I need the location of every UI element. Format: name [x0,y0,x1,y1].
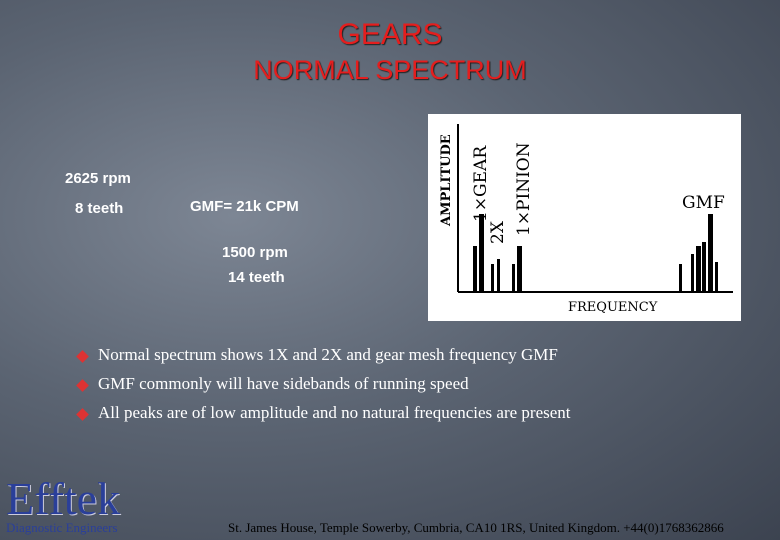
bullet-marker [76,408,89,421]
axis-label: AMPLITUDE [439,134,454,227]
spectrum-diagram: AMPLITUDE 1×GEAR 2X 1×PINION GMF FREQUEN… [428,114,741,321]
peak-label: GMF [682,193,725,213]
bullet-marker [76,379,89,392]
peaks [473,214,718,292]
peak-label: 1×GEAR [471,145,491,222]
title: GEARS [337,18,443,51]
logo-tagline: Diagnostic Engineers [6,520,118,535]
note: 2625 rpm [65,170,131,187]
subtitle: NORMAL SPECTRUM [253,55,527,85]
bullet: GMF commonly will have sidebands of runn… [98,374,469,393]
bullet-marker [76,350,89,363]
peak-label: 1×PINION [514,142,534,236]
note: 8 teeth [75,200,124,217]
peak-label: 2X [488,220,508,244]
bullet: All peaks are of low amplitude and no na… [98,403,571,422]
axis-label: FREQUENCY [568,300,658,315]
bullet: Normal spectrum shows 1X and 2X and gear… [98,345,558,364]
note: 14 teeth [228,269,285,286]
footer: St. James House, Temple Sowerby, Cumbria… [228,520,724,535]
logo: Efftek [6,473,121,524]
note: 1500 rpm [222,244,288,261]
note: GMF= 21k CPM [190,198,299,215]
